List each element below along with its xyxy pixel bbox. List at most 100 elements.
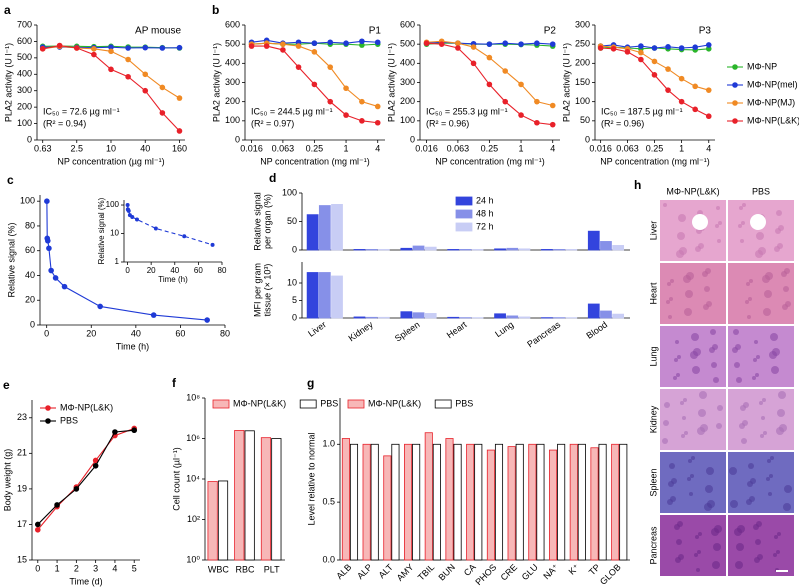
tissue-texture [747,481,753,487]
data-point [692,83,698,90]
y-tick-label: 500 [400,39,415,49]
tissue-texture [738,224,742,228]
tissue-texture [669,297,673,301]
data-point [182,234,187,239]
x-tick-label: 10 [106,143,116,153]
y-tick-label: 200 [575,58,590,68]
panel-label: e [3,378,10,392]
x-tick-label: TBIL [416,562,437,583]
y-tick-label: 0 [292,244,297,254]
legend-swatch [455,209,473,219]
data-point [108,48,114,55]
bar [306,214,319,251]
bar [383,455,392,561]
tissue-texture [688,459,692,463]
x-tick-label: 0.016 [589,143,612,153]
bar [318,272,331,319]
tissue-texture [713,543,721,551]
data-point [651,45,658,51]
bar [528,443,537,561]
y-tick-label: 60 [25,245,35,255]
y-tick-label: 600 [17,36,32,46]
y-tick-label: 700 [17,19,32,29]
y-tick-label: 0.0 [322,554,335,564]
data-point [359,118,365,124]
bar [341,438,350,561]
data-point [597,45,604,51]
tissue-texture [703,304,709,310]
tissue-texture [764,290,772,298]
bar [331,275,343,319]
y-axis-label: PLA2 activity (U l⁻¹) [386,43,396,122]
y-tick-label: 0 [235,134,240,144]
bar [391,443,400,561]
tissue-texture [670,279,674,283]
tissue-texture [781,271,787,277]
x-tick-label: 4 [375,143,380,153]
x-tick-label: 1 [55,563,60,573]
x-tick-label: 0.063 [447,143,470,153]
histology-image [728,326,794,387]
data-point [638,49,644,56]
tissue-texture [675,340,679,344]
y-tick-label: 10² [187,514,200,524]
tissue-texture [668,481,674,487]
bar [404,443,413,561]
column-header: MΦ-NP(L&K) [666,186,719,196]
data-point [142,87,149,94]
legend-label: MΦ-NP(mel) [747,79,798,89]
data-point [34,521,41,528]
bar [412,245,425,251]
tissue-texture [753,524,759,530]
y-tick-label: 23 [17,412,27,422]
bar [577,443,586,561]
tissue-texture [680,401,684,405]
tissue-texture [711,528,719,536]
data-point [486,81,493,88]
legend-marker [732,100,738,106]
tissue-texture [755,373,759,377]
row-label: Spleen [648,468,658,496]
data-point [295,43,302,49]
tissue-texture [673,376,677,380]
tissue-texture [667,499,673,505]
y-tick-label: 0 [292,312,297,322]
data-point [502,68,509,74]
bar [600,310,612,319]
annotation: (R² = 0.96) [426,118,469,128]
bar [432,443,441,561]
x-axis-label: NP concentration (mg ml⁻¹) [435,156,545,166]
y-tick-label: 50 [287,216,297,226]
bar [518,248,531,251]
data-point [73,45,80,51]
bar [536,443,545,561]
bar [553,249,565,251]
y-tick-label: 10⁰ [186,554,200,564]
bar [506,247,519,251]
tissue-texture [784,485,792,493]
x-tick-label: 40 [140,143,150,153]
y-axis-label: per organ (%) [262,194,272,249]
data-point [150,312,157,318]
x-axis-label: Time (d) [69,576,102,586]
data-point [534,40,540,47]
data-point [92,457,99,464]
data-point [311,81,318,88]
data-point [108,44,114,50]
data-point [665,87,671,93]
tissue-texture [776,210,782,216]
y-tick-label: 10 [287,277,297,287]
panel-label: a [4,3,11,17]
row-label: Pancreas [648,526,658,565]
data-point [665,66,671,72]
data-point [374,103,381,110]
x-tick-label: 2.5 [70,143,83,153]
y-tick-label: 100 [282,187,297,197]
x-tick-label: 0 [35,563,40,573]
x-tick-label: 20 [86,328,96,338]
y-axis-label: MFI per gram [252,263,262,317]
tissue-texture [775,228,781,234]
y-tick-label: 0 [585,134,590,144]
data-point [134,217,139,222]
